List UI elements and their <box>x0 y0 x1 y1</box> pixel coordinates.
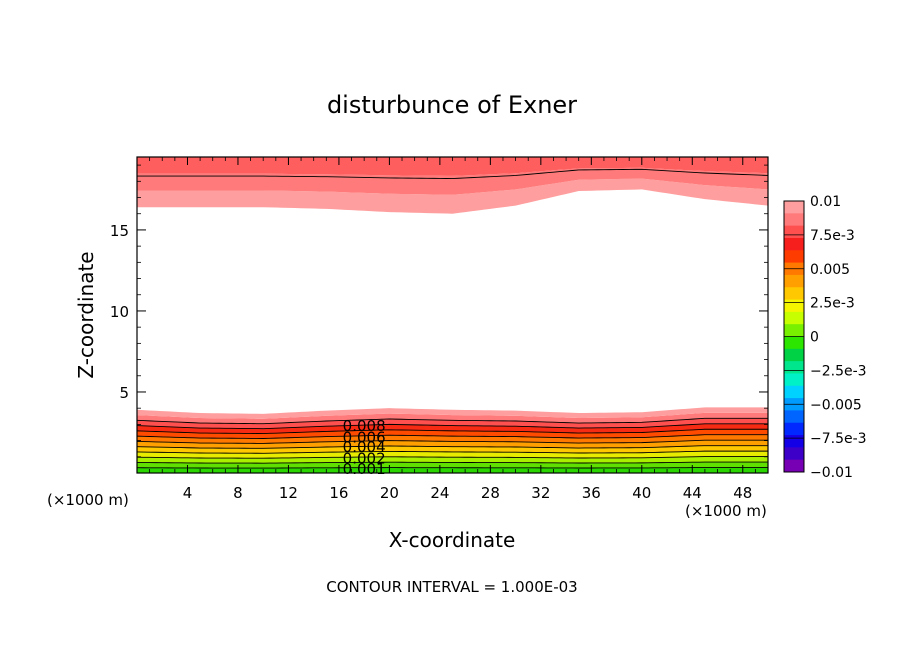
colorbar-swatch <box>784 373 804 387</box>
plot-area <box>137 157 768 473</box>
x-axis-label: X-coordinate <box>389 528 516 552</box>
colorbar-label: 0 <box>810 330 819 346</box>
contour-label: 0.008 <box>343 417 386 435</box>
x-tick-label: 28 <box>481 484 500 502</box>
x-tick-label: 44 <box>683 484 702 502</box>
x-unit-right: (×1000 m) <box>685 502 767 520</box>
chart-title: disturbunce of Exner <box>327 91 577 119</box>
colorbar-label: 0.005 <box>810 262 850 278</box>
x-tick-label: 32 <box>531 484 550 502</box>
colorbar-swatch <box>784 336 804 350</box>
colorbar-swatch <box>784 459 804 473</box>
lower-band <box>137 462 768 469</box>
colorbar-swatch <box>784 225 804 239</box>
y-axis: 5 10 15 <box>110 164 768 458</box>
y-axis-label: Z-coordinate <box>74 251 98 378</box>
colorbar-swatch <box>784 385 804 399</box>
lower-band <box>137 445 768 454</box>
lower-contour-line <box>137 467 768 469</box>
lower-contour-layer <box>137 407 768 473</box>
x-tick-label: 4 <box>183 484 193 502</box>
x-tick-label: 20 <box>380 484 399 502</box>
lower-band <box>137 412 768 424</box>
colorbar-swatch <box>784 237 804 251</box>
y-tick-label: 5 <box>119 384 129 402</box>
colorbar-swatch <box>784 311 804 325</box>
upper-contour-layer <box>137 157 768 214</box>
x-tick-label: 36 <box>582 484 601 502</box>
contour-label: 0.002 <box>343 449 386 467</box>
colorbar-swatch <box>784 287 804 300</box>
y-tick-label: 10 <box>110 303 129 321</box>
lower-band <box>137 407 768 419</box>
lower-contour-line <box>137 428 768 435</box>
lower-contour-line <box>137 417 768 425</box>
lower-contour-line <box>137 434 768 439</box>
colorbar-label: −2.5e-3 <box>810 363 867 379</box>
colorbar-label: 0.01 <box>810 194 841 210</box>
upper-contour-line <box>137 168 768 180</box>
lower-contour-line <box>137 461 768 464</box>
colorbar-label: −0.01 <box>810 465 853 481</box>
lower-band <box>137 418 768 429</box>
x-tick-label: 24 <box>430 484 449 502</box>
lower-band <box>137 423 768 434</box>
upper-band <box>137 178 768 214</box>
lower-contour-line <box>137 423 768 430</box>
x-tick-label: 48 <box>733 484 752 502</box>
x-tick-label: 8 <box>233 484 243 502</box>
x-axis: 4 8 12 16 20 24 28 32 36 40 44 48 <box>149 157 756 502</box>
lower-band <box>137 429 768 439</box>
upper-band <box>137 157 768 176</box>
x-tick-label: 12 <box>279 484 298 502</box>
lower-band <box>137 440 768 449</box>
contour-label: 0.004 <box>343 438 386 456</box>
x-unit-left: (×1000 m) <box>47 491 129 509</box>
contour-label: 0.001 <box>343 460 386 478</box>
colorbar: 0.01 7.5e-3 0.005 2.5e-3 0 −2.5e-3 −0.005 −7.5e… <box>783 194 867 481</box>
colorbar-swatch <box>784 250 804 263</box>
colorbar-swatch <box>784 324 804 337</box>
lower-contour-line <box>137 439 768 444</box>
x-tick-label: 40 <box>632 484 651 502</box>
colorbar-swatch <box>784 348 804 362</box>
colorbar-swatch <box>784 410 804 424</box>
colorbar-swatch <box>784 422 804 436</box>
colorbar-swatch <box>784 213 804 227</box>
lower-band <box>137 434 768 444</box>
colorbar-label: 2.5e-3 <box>810 296 855 312</box>
y-tick-label: 15 <box>110 222 129 240</box>
colorbar-swatch <box>784 361 804 374</box>
contour-label: 0.006 <box>343 428 386 446</box>
x-tick-label: 16 <box>329 484 348 502</box>
lower-contour-line <box>137 445 768 449</box>
colorbar-swatch <box>784 299 804 313</box>
colorbar-label: −7.5e-3 <box>810 431 867 447</box>
colorbar-swatch <box>784 447 804 461</box>
colorbar-label: −0.005 <box>810 397 862 413</box>
colorbar-swatch <box>784 274 804 288</box>
contour-interval-footer: CONTOUR INTERVAL = 1.000E-03 <box>326 578 577 596</box>
colorbar-swatch <box>784 201 804 214</box>
colorbar-label: 7.5e-3 <box>810 228 855 244</box>
upper-band <box>137 167 768 195</box>
lower-contour-line <box>137 456 768 459</box>
colorbar-swatch <box>784 435 804 448</box>
lower-contour-line <box>137 450 768 454</box>
